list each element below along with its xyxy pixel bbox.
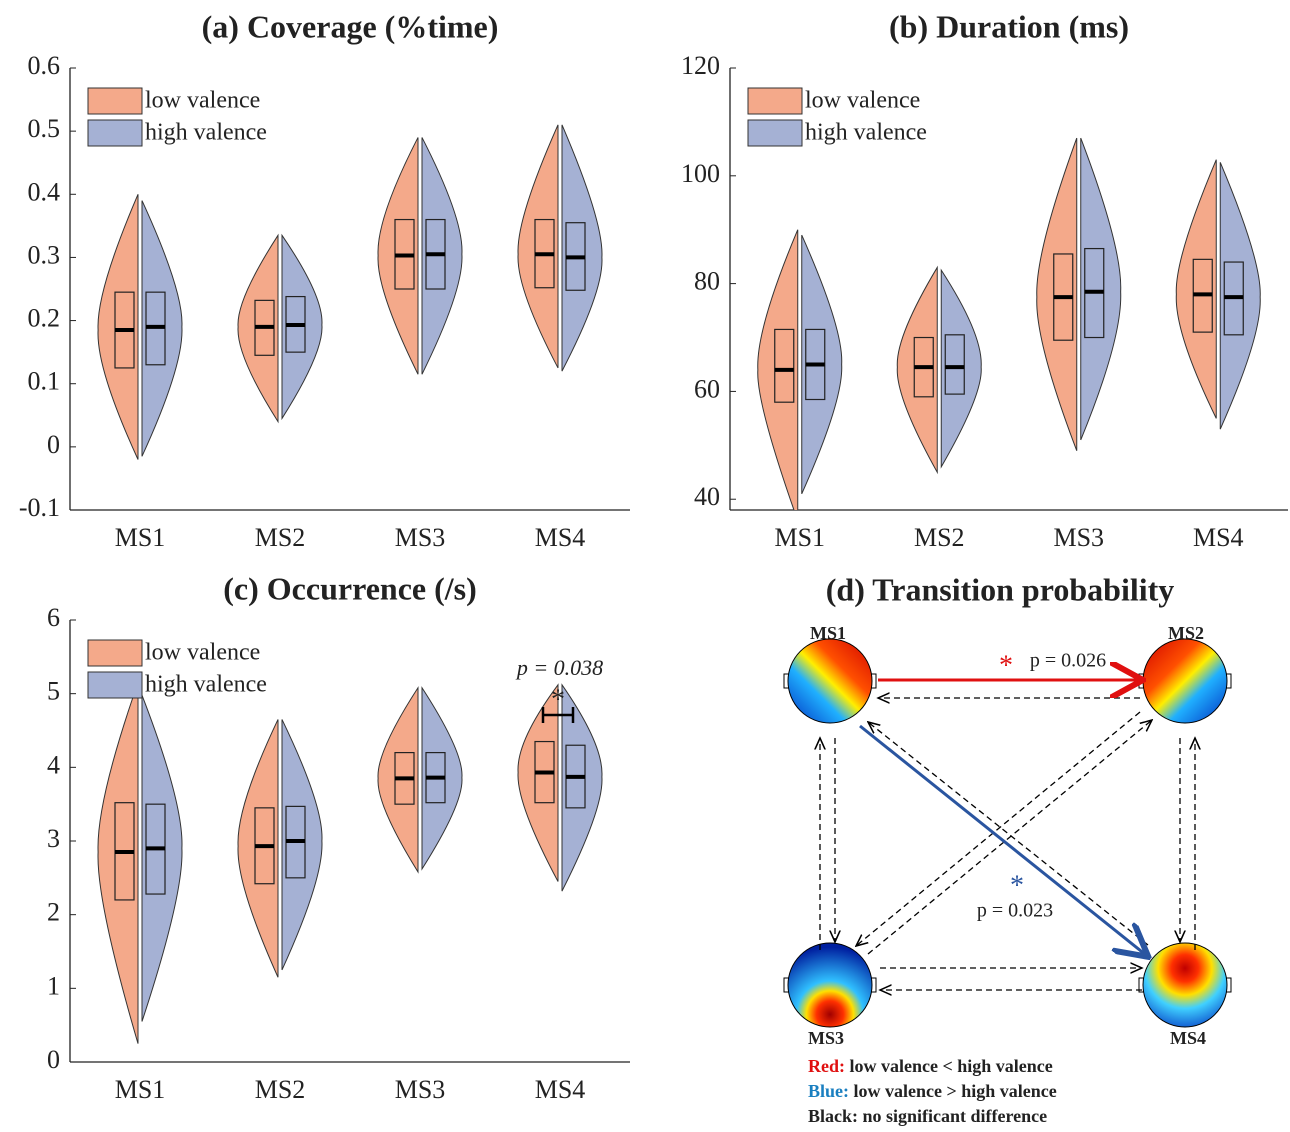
y-tick-label: 0.3 [28,240,61,269]
topomap [783,942,877,1028]
y-tick-label: 120 [681,51,720,80]
y-tick-label: 100 [681,159,720,188]
sig-star: * [1010,870,1024,901]
chart-title: (b) Duration (ms) [889,8,1129,44]
x-tick-label: MS2 [255,523,306,552]
x-tick-label: MS3 [395,523,446,552]
p-value: p = 0.026 [1030,650,1106,672]
y-tick-label: 80 [694,267,720,296]
violin [517,124,559,369]
node-label: MS2 [1168,623,1204,643]
x-tick-label: MS1 [774,523,825,552]
violin [141,694,183,1022]
violin [1036,137,1078,451]
x-tick-label: MS4 [535,1075,586,1104]
legend-swatch [87,671,143,699]
x-tick-label: MS2 [255,1075,306,1104]
dashed-arrows [820,698,1195,990]
sig-star: * [551,684,565,715]
p-value: p = 0.023 [977,900,1053,922]
legend-key: Black: [808,1106,858,1126]
violin [561,124,603,372]
charts: (a) Coverage (%time) -0.1 0 0.1 0.2 0.3 0.4 0.5… [19,8,1288,1104]
topomap [1138,638,1232,724]
diagram-title: (d) Transition probability [826,571,1175,607]
legend-label: high valence [145,672,267,698]
chart-title: (c) Occurrence (/s) [223,570,477,606]
violin [97,682,139,1044]
y-tick-label: 6 [47,603,60,632]
violin [517,683,559,882]
box [944,334,965,395]
y-tick-label: 60 [694,374,720,403]
box [774,328,795,403]
diagram: (d) Transition probability MS1 MS2 MS3 M… [783,571,1232,1126]
violin [281,719,323,971]
y-tick-label: 0 [47,1045,60,1074]
legend-line: Black: no significant difference [808,1106,1047,1126]
chart: (a) Coverage (%time) -0.1 0 0.1 0.2 0.3 0.4 0.5… [19,8,630,552]
y-tick-label: 0.2 [28,304,61,333]
legend-label: high valence [805,120,927,146]
x-tick-label: MS4 [1193,523,1244,552]
chart-title: (a) Coverage (%time) [202,8,499,44]
y-tick-label: 0.1 [28,367,61,396]
legend-line: Red: low valence < high valence [808,1056,1053,1076]
node-label: MS4 [1170,1028,1206,1048]
legend-key: Red: [808,1056,845,1076]
legend-label: low valence [145,88,260,114]
x-tick-label: MS4 [535,523,586,552]
legend-key: Blue: [808,1081,849,1101]
sig-arrow [859,724,1146,955]
legend-swatch [747,119,803,147]
y-tick-label: 0.4 [28,177,61,206]
node-label: MS1 [810,623,846,643]
y-tick-label: 3 [47,824,60,853]
legend-text: low valence < high valence [850,1056,1053,1076]
violin [896,265,938,475]
sig-star: * [999,650,1013,681]
y-tick-label: 0.5 [28,114,61,143]
y-tick-label: 1 [47,971,60,1000]
y-tick-label: 0 [47,430,60,459]
legend-line: Blue: low valence > high valence [808,1081,1057,1101]
plot-area [757,137,1261,510]
p-value: p = 0.038 [515,655,603,680]
violin [1080,137,1122,441]
sig-bracket [541,707,575,723]
plot-area [97,682,603,1044]
y-tick-label: 0.6 [28,51,61,80]
violin [97,194,139,460]
x-tick-label: MS2 [914,523,965,552]
chart: (c) Occurrence (/s) 0 1 2 3 4 5 6 MS1 MS2 MS3 MS4 lo… [47,570,630,1104]
chart: (b) Duration (ms) 40 60 80 100 120 MS1 MS2 MS3 MS… [681,8,1288,552]
violin [1175,159,1217,419]
topomap [783,638,877,724]
y-tick-label: 2 [47,898,60,927]
y-tick-label: 4 [47,750,60,779]
node-label: MS3 [808,1028,844,1048]
x-tick-label: MS1 [115,1075,166,1104]
legend-text: low valence > high valence [854,1081,1057,1101]
plot-area [97,124,603,460]
x-tick-label: MS3 [1053,523,1104,552]
legend-label: low valence [805,88,920,114]
legend-swatch [747,87,803,115]
violin [757,229,799,510]
y-tick-label: 5 [47,677,60,706]
violin [237,719,279,978]
legend-swatch [87,87,143,115]
legend-label: high valence [145,120,267,146]
legend-text: no significant difference [863,1106,1048,1126]
x-tick-label: MS1 [115,523,166,552]
x-tick-label: MS3 [395,1075,446,1104]
legend-swatch [87,119,143,147]
topomap [1138,942,1232,1028]
y-tick-label: 40 [694,482,720,511]
legend-swatch [87,639,143,667]
violin [561,683,603,892]
y-tick-label: -0.1 [19,493,60,522]
legend-label: low valence [145,640,260,666]
